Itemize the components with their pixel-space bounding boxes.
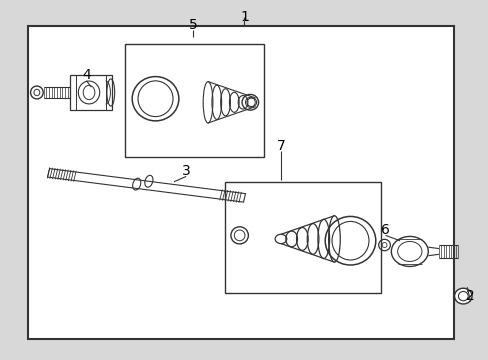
Text: 4: 4 <box>82 68 91 82</box>
Ellipse shape <box>454 288 471 304</box>
Bar <box>70 75 112 111</box>
Text: 1: 1 <box>240 10 248 24</box>
Bar <box>125 44 264 157</box>
Text: 3: 3 <box>182 164 190 178</box>
Text: 5: 5 <box>189 18 198 32</box>
Polygon shape <box>47 168 245 202</box>
Bar <box>224 182 380 293</box>
Text: 6: 6 <box>380 223 389 237</box>
Text: 7: 7 <box>276 139 285 153</box>
Text: 2: 2 <box>465 289 474 303</box>
Bar <box>28 26 453 339</box>
Ellipse shape <box>390 237 427 266</box>
